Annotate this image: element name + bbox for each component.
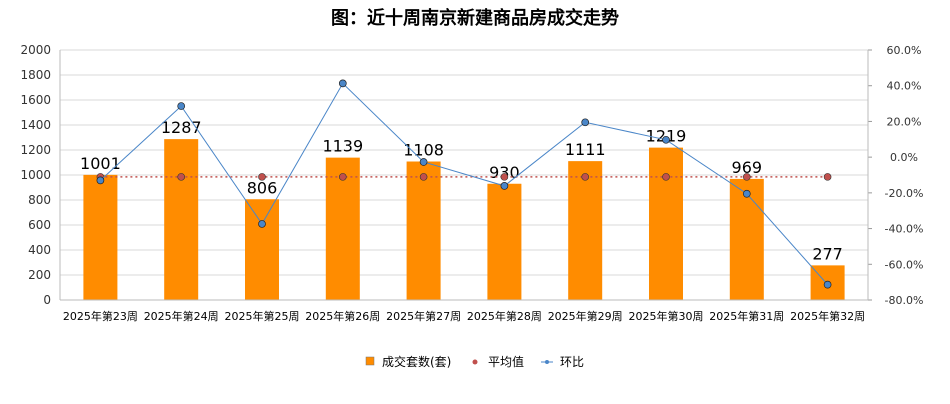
x-tick-label: 2025年第30周 [629,309,704,323]
bar-data-label: 1108 [403,141,444,160]
bar [245,199,279,300]
bar-data-label: 1139 [322,137,363,156]
bar [83,174,118,300]
bar [487,183,522,300]
ratio-point [338,79,347,88]
legend-label: 成交套数(套) [382,354,451,369]
x-tick-label: 2025年第31周 [709,309,784,323]
y-tick-label: 600 [28,218,51,232]
bar-data-label: 1111 [565,140,606,159]
y2-tick-label: 60.0% [887,44,922,57]
average-point [742,173,751,181]
ratio-point [96,176,105,185]
x-tick-label: 2025年第24周 [144,309,219,323]
ratio-point [742,189,751,198]
y2-tick-label: 20.0% [887,115,922,128]
legend-label: 环比 [560,355,584,369]
y-tick-label: 1800 [20,68,51,82]
ratio-point [581,118,590,127]
average-point [581,173,590,181]
average-point [338,173,347,181]
bar [164,139,199,300]
ratio-line [100,82,828,285]
y2-tick-label: -20.0% [885,187,924,200]
x-tick-label: 2025年第23周 [63,309,138,323]
y-tick-label: 1600 [20,93,51,107]
y-tick-label: 2000 [20,43,51,57]
y-tick-label: 1400 [20,118,51,132]
average-point [500,173,509,181]
legend-average-marker [472,359,478,365]
y-tick-label: 400 [28,243,51,257]
legend-ratio-marker [545,360,549,364]
legend-bar-swatch [365,356,375,366]
ratio-point [258,220,266,228]
x-tick-label: 2025年第29周 [548,309,623,323]
ratio-point [662,135,670,144]
chart-title: 图：近十周南京新建商品房成交走势 [331,7,619,29]
bar-data-label: 806 [247,178,278,197]
ratio-point [177,102,186,110]
y2-tick-label: -60.0% [885,258,924,271]
y2-tick-label: 0.0% [890,151,918,164]
y-tick-label: 800 [28,193,51,207]
bar-data-label: 1287 [161,118,202,137]
ratio-point [823,280,832,289]
bar [649,147,683,300]
y2-tick-label: 40.0% [887,80,922,93]
ratio-point [500,182,509,190]
bar [568,161,603,300]
average-point [823,173,832,181]
bar-data-label: 277 [812,244,843,263]
ratio-point [419,158,428,166]
y-tick-label: 0 [43,293,51,307]
x-tick-label: 2025年第25周 [225,309,300,323]
y-tick-label: 200 [28,268,51,282]
x-tick-label: 2025年第27周 [386,309,461,323]
average-point [662,173,670,181]
x-tick-label: 2025年第28周 [467,309,542,323]
x-tick-label: 2025年第32周 [790,309,865,323]
legend-label: 平均值 [488,354,524,369]
bar-data-label: 969 [732,158,763,177]
bar [325,157,360,300]
bar-data-label: 1001 [80,154,121,173]
bar [729,178,764,300]
average-point [419,173,428,181]
y2-tick-label: -40.0% [885,223,924,236]
bar [406,161,441,300]
y-tick-label: 1200 [20,143,51,157]
y-tick-label: 1000 [20,168,51,182]
y2-tick-label: -80.0% [885,294,924,307]
x-tick-label: 2025年第26周 [305,309,380,323]
average-point [177,173,185,181]
average-point [258,173,266,181]
